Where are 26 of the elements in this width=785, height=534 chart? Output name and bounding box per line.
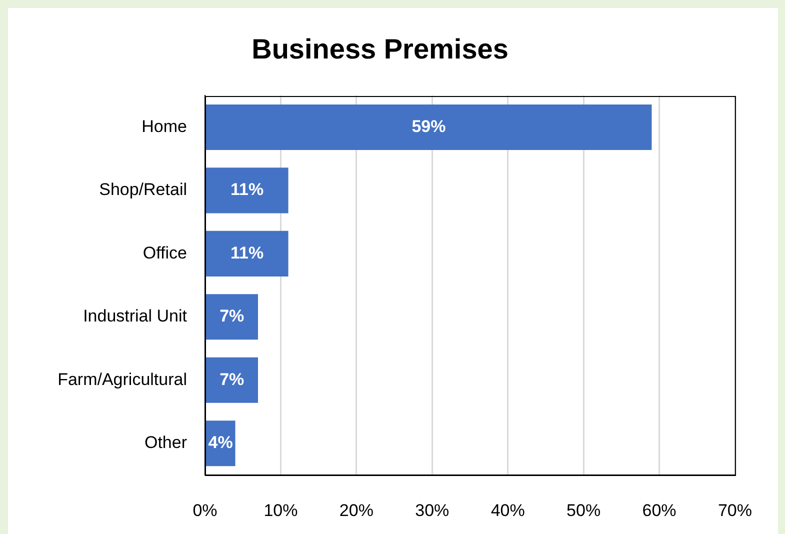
y-tick-label: Other xyxy=(144,433,188,452)
data-label: 11% xyxy=(230,243,264,262)
x-tick-label: 50% xyxy=(566,500,601,520)
bar xyxy=(206,230,288,276)
y-tick-label: Home xyxy=(142,116,187,136)
x-tick-label: 60% xyxy=(642,500,676,520)
data-label: 7% xyxy=(220,370,244,389)
data-label: 59% xyxy=(412,116,446,136)
bar xyxy=(206,357,258,403)
y-tick-label: Farm/Agricultural xyxy=(58,370,187,389)
x-tick-label: 30% xyxy=(415,500,450,520)
y-tick-label: Shop/Retail xyxy=(99,180,187,200)
bar xyxy=(206,104,652,150)
chart-title: Business Premises xyxy=(252,34,508,65)
y-tick-label: Industrial Unit xyxy=(83,306,188,326)
x-tick-label: 20% xyxy=(339,500,374,520)
x-tick-label: 70% xyxy=(718,500,752,520)
data-label: 11% xyxy=(230,180,264,200)
x-tick-label: 10% xyxy=(264,500,298,520)
data-label: 4% xyxy=(208,433,233,452)
data-label: 7% xyxy=(220,306,244,326)
x-tick-label: 0% xyxy=(192,500,218,520)
bar xyxy=(206,168,288,214)
y-tick-label: Office xyxy=(142,243,187,262)
bar xyxy=(206,294,258,340)
x-tick-label: 40% xyxy=(490,500,525,520)
